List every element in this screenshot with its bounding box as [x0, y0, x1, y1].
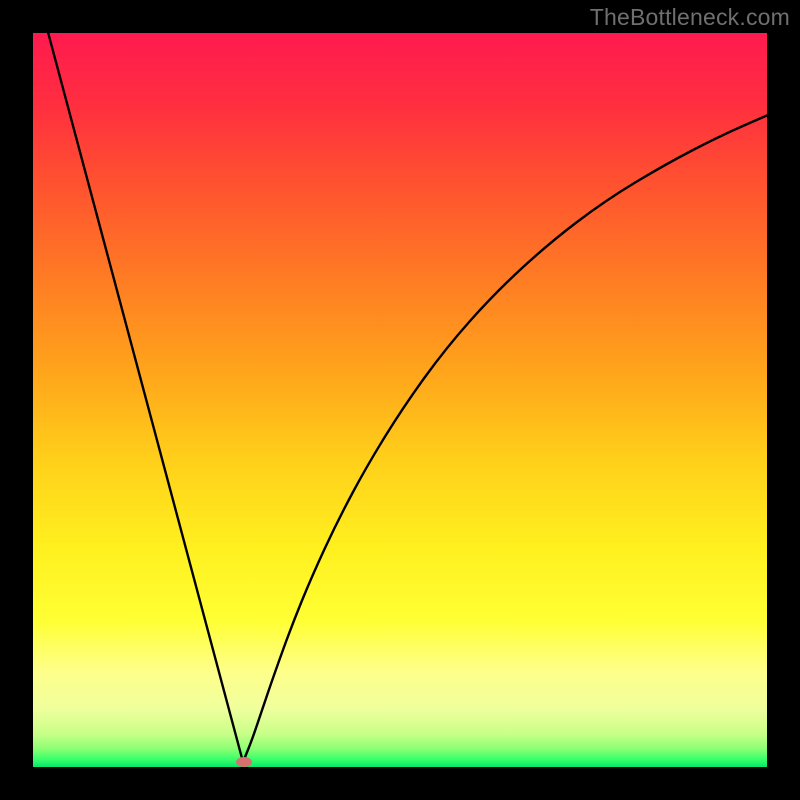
plot-area	[33, 33, 767, 767]
bottleneck-chart	[0, 0, 800, 800]
optimum-marker	[236, 757, 252, 767]
watermark-text: TheBottleneck.com	[590, 4, 790, 31]
